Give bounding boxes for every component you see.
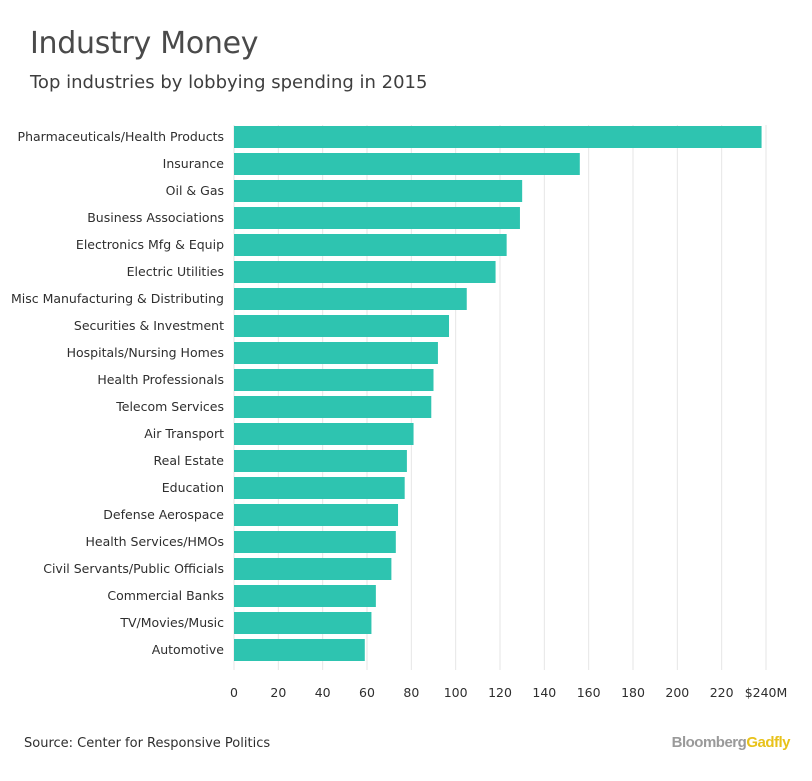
category-label: Automotive — [152, 642, 225, 657]
bars-group — [234, 126, 762, 661]
x-tick-label: $240M — [745, 685, 788, 700]
bar — [234, 558, 392, 580]
category-label: Commercial Banks — [107, 588, 224, 603]
bar — [234, 207, 520, 229]
x-tick-label: 60 — [359, 685, 375, 700]
category-label: Real Estate — [154, 453, 225, 468]
x-tick-label: 200 — [665, 685, 689, 700]
bar — [234, 234, 507, 256]
category-label: Air Transport — [144, 426, 224, 441]
bar — [234, 369, 434, 391]
category-label: Oil & Gas — [166, 183, 224, 198]
x-tick-label: 220 — [710, 685, 734, 700]
category-label: Misc Manufacturing & Distributing — [11, 291, 224, 306]
category-label: TV/Movies/Music — [119, 615, 224, 630]
bar — [234, 612, 372, 634]
category-label: Electric Utilities — [127, 264, 224, 279]
x-tick-label: 40 — [315, 685, 331, 700]
brand-bloomberg: Bloomberg — [671, 734, 747, 751]
bar — [234, 315, 450, 337]
bar — [234, 504, 399, 526]
x-tick-label: 120 — [488, 685, 512, 700]
category-label: Insurance — [163, 156, 225, 171]
bar — [234, 180, 523, 202]
x-tick-label: 140 — [532, 685, 556, 700]
bar — [234, 288, 467, 310]
bar — [234, 396, 432, 418]
category-label: Securities & Investment — [74, 318, 224, 333]
category-label: Health Services/HMOs — [86, 534, 224, 549]
x-tick-label: 0 — [230, 685, 238, 700]
bar — [234, 639, 365, 661]
brand-gadfly: Gadfly — [746, 734, 790, 751]
category-label: Pharmaceuticals/Health Products — [18, 129, 224, 144]
bar — [234, 261, 496, 283]
x-tick-label: 80 — [403, 685, 419, 700]
bar — [234, 531, 396, 553]
category-label: Telecom Services — [115, 399, 224, 414]
x-tick-label: 20 — [270, 685, 286, 700]
category-label: Electronics Mfg & Equip — [76, 237, 224, 252]
x-axis-tick-labels: 0 20 40 60 80 100 120 140 160 180 200 220 $240M — [230, 685, 787, 700]
bar — [234, 450, 407, 472]
bar — [234, 585, 376, 607]
x-tick-label: 160 — [577, 685, 601, 700]
bar — [234, 423, 414, 445]
source-note: Source: Center for Responsive Politics — [24, 736, 271, 751]
category-label: Civil Servants/Public Officials — [43, 561, 224, 576]
x-tick-label: 180 — [621, 685, 645, 700]
bar — [234, 153, 580, 175]
brand-logo: BloombergGadfly — [671, 734, 791, 751]
bar — [234, 126, 762, 148]
category-label: Health Professionals — [97, 372, 224, 387]
bar — [234, 477, 405, 499]
bar — [234, 342, 438, 364]
category-label: Defense Aerospace — [103, 507, 224, 522]
category-label: Business Associations — [87, 210, 224, 225]
chart-subtitle: Top industries by lobbying spending in 2… — [30, 72, 428, 93]
category-label: Education — [162, 480, 224, 495]
chart-title: Industry Money — [30, 26, 259, 61]
category-label: Hospitals/Nursing Homes — [67, 345, 224, 360]
x-tick-label: 100 — [444, 685, 468, 700]
category-labels: Pharmaceuticals/Health Products Insurance… — [11, 129, 224, 657]
